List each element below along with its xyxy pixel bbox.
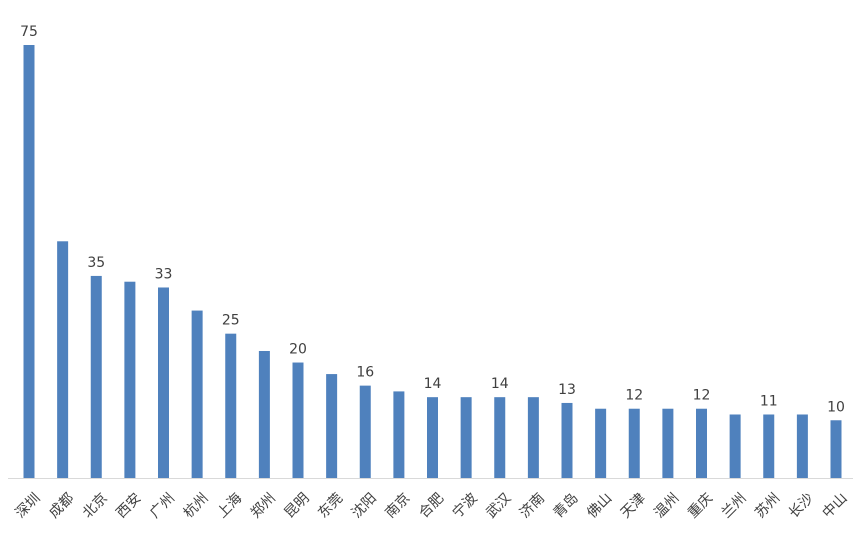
bar-21 [729, 414, 741, 478]
bar-12 [427, 397, 438, 478]
bar-15 [527, 397, 539, 478]
bar-24 [830, 420, 842, 478]
bar-3 [124, 281, 136, 478]
bar-20 [696, 408, 707, 478]
bar-4 [158, 287, 169, 478]
bar-9 [326, 374, 338, 478]
data-label-10: 16 [356, 365, 374, 381]
bar-16 [561, 402, 573, 478]
bar-23 [796, 414, 808, 478]
bar-2 [90, 275, 102, 478]
data-label-22: 11 [760, 393, 778, 409]
data-label-0: 75 [20, 24, 38, 40]
tick-label-8: 昆明 [281, 490, 312, 521]
bar-8 [292, 362, 304, 478]
tick-label-4: 广州 [147, 490, 178, 521]
bar-17 [595, 408, 607, 478]
tick-label-9: 东莞 [315, 490, 346, 521]
bar-0 [23, 45, 35, 478]
tick-label-19: 温州 [651, 490, 682, 521]
tick-label-21: 兰州 [719, 490, 750, 521]
tick-label-18: 天津 [618, 490, 649, 521]
tick-label-13: 宁波 [449, 490, 481, 522]
tick-label-2: 北京 [80, 490, 111, 521]
tick-label-7: 郑州 [248, 490, 279, 521]
tick-label-14: 武汉 [483, 490, 514, 521]
tick-label-16: 青岛 [550, 490, 581, 521]
data-label-14: 14 [491, 376, 509, 392]
data-label-6: 25 [222, 313, 240, 329]
tick-label-5: 杭州 [181, 490, 212, 521]
bar-13 [460, 397, 472, 478]
tick-label-10: 沈阳 [349, 490, 380, 521]
data-label-24: 10 [827, 399, 845, 415]
bar-19 [662, 408, 674, 478]
bar-22 [763, 414, 775, 478]
data-label-18: 12 [625, 388, 643, 404]
tick-label-24: 中山 [819, 490, 850, 521]
tick-label-15: 济南 [517, 490, 548, 521]
tick-label-1: 成都 [46, 490, 77, 521]
bar-5 [191, 310, 203, 478]
bar-18 [628, 408, 640, 478]
data-label-4: 33 [155, 266, 173, 282]
bar-14 [494, 397, 506, 478]
tick-label-12: 合肥 [416, 490, 447, 521]
bar-6 [225, 333, 237, 478]
data-label-12: 14 [424, 376, 442, 392]
data-label-16: 13 [558, 382, 576, 398]
tick-label-17: 佛山 [584, 490, 615, 521]
tick-label-0: 深圳 [12, 490, 43, 521]
tick-label-3: 西安 [113, 490, 144, 521]
tick-label-22: 苏州 [752, 490, 783, 521]
bar-7 [258, 350, 270, 478]
data-label-20: 12 [693, 388, 711, 404]
tick-label-6: 上海 [214, 490, 245, 521]
tick-label-23: 长沙 [786, 490, 817, 521]
data-label-2: 35 [87, 255, 105, 271]
data-label-8: 20 [289, 342, 307, 358]
tick-label-20: 重庆 [685, 490, 716, 521]
bars-group [23, 45, 842, 478]
bar-1 [57, 241, 69, 478]
tick-labels-group: 深圳 成都 北京 西安 广州 杭州 上海 郑州 昆明 东莞 沈阳 南京 合肥 宁波 武汉 济南 青岛 佛山 天津 温州… [12, 490, 850, 522]
data-labels-group: 75 35 33 25 20 16 14 14 13 12 12 11 10 [20, 24, 845, 415]
bar-11 [393, 391, 405, 478]
bar-10 [359, 385, 371, 478]
tick-label-11: 南京 [382, 490, 413, 521]
